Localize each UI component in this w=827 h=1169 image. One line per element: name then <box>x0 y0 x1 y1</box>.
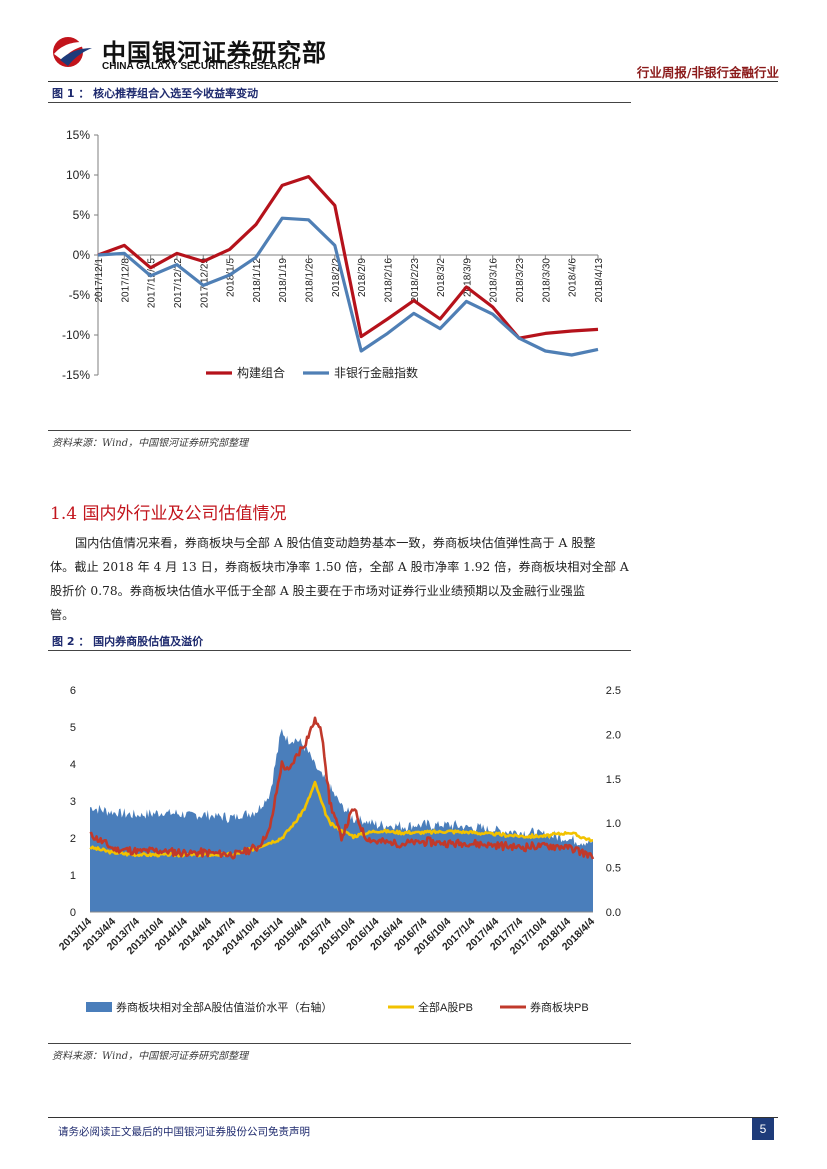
x-tick-label: 2017/12/15 <box>147 258 158 308</box>
paragraph-line: 国内估值情况来看，券商板块与全部 A 股估值变动趋势基本一致，券商板块估值弹性高… <box>75 536 596 550</box>
x-tick-label: 2017/12/29 <box>199 258 210 308</box>
y-left-tick-label: 1 <box>70 870 76 882</box>
footer-divider <box>48 1117 778 1118</box>
section-heading: 1.4 国内外行业及公司估值情况 <box>50 504 287 524</box>
y-tick-label: 15% <box>66 128 90 142</box>
y-left-tick-label: 2 <box>70 833 76 845</box>
page-number: 5 <box>752 1118 774 1140</box>
figure1-top-rule <box>48 102 631 103</box>
report-category: 行业周报/非银行金融行业 <box>636 65 779 80</box>
y-left-tick-label: 0 <box>70 907 76 919</box>
y-right-tick-label: 1.5 <box>606 774 621 786</box>
header-divider <box>48 81 778 82</box>
figure1-source: 资料来源：Wind，中国银河证券研究部整理 <box>52 438 249 449</box>
x-tick-label: 2018/3/16 <box>489 258 500 303</box>
y-right-tick-label: 1.0 <box>606 818 621 830</box>
y-left-tick-label: 3 <box>70 796 76 808</box>
y-right-tick-label: 0.5 <box>606 863 621 875</box>
y-tick-label: 0% <box>73 248 91 262</box>
x-tick-label: 2017/12/22 <box>173 258 184 308</box>
legend-label: 构建组合 <box>237 365 285 380</box>
premium-area <box>90 728 593 912</box>
y-left-tick-label: 5 <box>70 722 76 734</box>
figure2-source: 资料来源：Wind，中国银河证券研究部整理 <box>52 1051 249 1062</box>
y-right-tick-label: 0.0 <box>606 907 621 919</box>
y-right-tick-label: 2.5 <box>606 685 621 697</box>
figure2-top-rule <box>48 650 631 651</box>
legend-label: 券商板块PB <box>530 1000 589 1014</box>
x-tick-label: 2018/1/19 <box>278 258 289 303</box>
x-tick-label: 2018/1/26 <box>305 258 316 303</box>
x-tick-label: 2018/4/13 <box>594 258 605 303</box>
figure1-chart: 15% 10% 5% 0% -5% -10% -15% 2017/12/1 2017/12/8 2… <box>62 128 605 382</box>
x-tick-label: 2018/3/30 <box>541 258 552 303</box>
x-tick-label: 2018/1/5 <box>226 258 237 297</box>
series-line <box>89 716 595 860</box>
y-left-tick-label: 4 <box>70 759 76 771</box>
x-tick-label: 2018/3/2 <box>436 258 447 297</box>
x-tick-label: 2018/3/23 <box>515 258 526 303</box>
legend-label: 券商板块相对全部A股估值溢价水平（右轴） <box>116 1000 332 1014</box>
figure2-chart: 01234560.00.51.01.52.02.52013/1/42013/4/… <box>57 685 621 1014</box>
logo-chinese-name: 中国银河证券研究部 <box>102 39 327 67</box>
y-left-tick-label: 6 <box>70 685 76 697</box>
series-line <box>97 216 599 357</box>
y-tick-label: -5% <box>69 288 91 302</box>
series-line <box>97 174 599 340</box>
figure2-title: 图 2 ： 国内券商股估值及溢价 <box>52 635 204 648</box>
x-tick-label: 2018/2/23 <box>410 258 421 303</box>
y-tick-label: -10% <box>62 328 90 342</box>
galaxy-logo-icon <box>53 37 94 67</box>
x-tick-label: 2018/4/6 <box>568 258 579 297</box>
figure1-title: 图 1 ： 核心推荐组合入选至今收益率变动 <box>52 87 259 100</box>
x-tick-label: 2018/2/16 <box>383 258 394 303</box>
x-tick-label: 2018/2/2 <box>331 258 342 297</box>
paragraph-line: 股折价 0.78。券商板块估值水平低于全部 A 股主要在于市场对证券行业业绩预期… <box>50 584 586 598</box>
paragraph-line: 管。 <box>50 608 75 622</box>
x-tick-label: 2018/1/12 <box>252 258 263 303</box>
x-tick-label: 2017/12/8 <box>120 258 131 303</box>
figure1-bottom-rule <box>48 430 631 431</box>
paragraph-line: 体。截止 2018 年 4 月 13 日，券商板块市净率 1.50 倍，全部 A… <box>50 560 629 574</box>
y-tick-label: 10% <box>66 168 90 182</box>
logo-english-name: CHINA GALAXY SECURITIES RESEARCH <box>102 61 300 72</box>
y-right-tick-label: 2.0 <box>606 729 621 741</box>
legend-label: 非银行金融指数 <box>334 365 418 380</box>
figure2-bottom-rule <box>48 1043 631 1044</box>
section-paragraph: 国内估值情况来看，券商板块与全部 A 股估值变动趋势基本一致，券商板块估值弹性高… <box>50 531 630 627</box>
y-tick-label: -15% <box>62 368 90 382</box>
x-tick-label: 2018/2/9 <box>357 258 368 297</box>
disclaimer-notice: 请务必阅读正文最后的中国银河证券股份公司免责声明 <box>58 1126 310 1138</box>
legend-swatch <box>86 1002 112 1012</box>
y-tick-label: 5% <box>73 208 91 222</box>
legend-label: 全部A股PB <box>418 1000 473 1014</box>
x-tick-label: 2018/3/9 <box>462 258 473 297</box>
x-tick-label: 2017/12/1 <box>94 258 105 303</box>
